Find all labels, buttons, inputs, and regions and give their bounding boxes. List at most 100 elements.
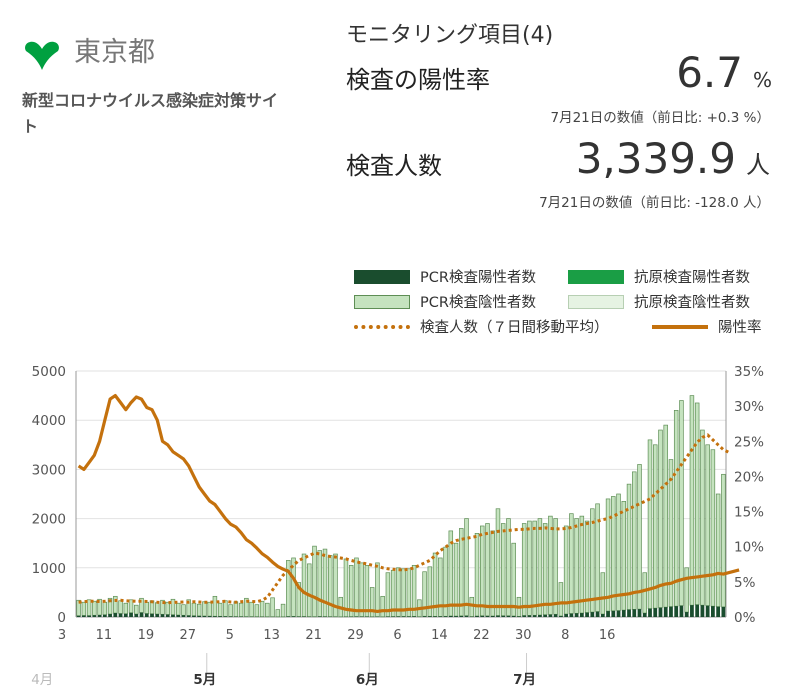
legend-antigen-positive[interactable]: 抗原検査陽性者数	[568, 266, 750, 287]
legend-label-antigen-positive: 抗原検査陽性者数	[634, 270, 750, 286]
bar-positive	[218, 616, 223, 617]
y-right-tick-label: 15%	[734, 505, 764, 521]
x-tick-label: 21	[305, 628, 322, 643]
bar-positive	[616, 610, 621, 617]
bar-negative	[611, 496, 616, 612]
bar-negative	[490, 530, 495, 617]
bar-negative	[527, 520, 532, 616]
site-subtitle: 新型コロナウイルス感染症対策サイト	[22, 91, 279, 136]
bar-negative	[694, 402, 700, 606]
bar-negative	[144, 601, 150, 614]
bar-positive	[459, 615, 464, 617]
bar-negative	[354, 557, 359, 617]
legend-positive-rate[interactable]: 陽性率	[652, 316, 762, 337]
y-left-tick-label: 0	[57, 610, 66, 626]
bar-positive	[621, 610, 626, 617]
bar-positive	[511, 616, 516, 617]
site-name[interactable]: 東京都	[74, 37, 155, 68]
bar-negative	[453, 542, 459, 617]
bar-negative	[548, 515, 553, 615]
bar-positive	[433, 616, 437, 617]
bar-negative	[679, 400, 684, 607]
bar-positive	[595, 611, 600, 617]
y-left-tick-label: 4000	[32, 413, 66, 429]
bar-negative	[385, 572, 391, 617]
month-label: 7月	[513, 672, 536, 688]
bar-positive	[123, 613, 128, 617]
bar-positive	[223, 616, 228, 617]
bar-negative	[542, 523, 548, 616]
legend-swatch-pcr-negative	[354, 294, 410, 309]
bar-negative	[521, 523, 527, 616]
bar-negative	[558, 582, 564, 617]
y-left-tick-label: 3000	[32, 462, 66, 478]
bar-negative	[500, 523, 506, 617]
bar-positive	[585, 612, 589, 617]
y-right-tick-label: 0%	[734, 610, 756, 626]
bar-negative	[605, 498, 611, 612]
bar-negative	[280, 603, 286, 618]
bar-positive	[553, 614, 558, 617]
bar-negative	[569, 513, 574, 614]
x-tick-label: 5	[226, 628, 234, 643]
legend-label-antigen-negative: 抗原検査陰性者数	[634, 295, 750, 311]
bar-negative	[223, 600, 228, 617]
bar-negative	[474, 533, 480, 617]
bar-negative	[637, 464, 642, 610]
bar-negative	[175, 602, 181, 616]
bar-negative	[579, 515, 585, 614]
bar-negative	[207, 601, 212, 617]
bar-positive	[558, 616, 563, 617]
legend-swatch-tests-7day	[354, 324, 410, 329]
bar-positive	[669, 606, 673, 617]
bar-negative	[312, 545, 317, 618]
x-tick-label: 14	[431, 628, 448, 643]
month-label: 5月	[193, 672, 216, 688]
x-tick-label: 6	[393, 628, 401, 643]
bar-negative	[364, 564, 370, 618]
bar-negative	[286, 560, 291, 617]
bar-negative	[155, 602, 160, 615]
legend-pcr-negative[interactable]: PCR検査陰性者数	[354, 291, 536, 312]
bar-positive	[438, 616, 443, 617]
bar-positive	[139, 612, 144, 617]
x-tick-label: 27	[180, 628, 197, 643]
bar-positive	[695, 604, 700, 617]
bar-negative	[322, 548, 328, 617]
y-left-tick-label: 2000	[32, 512, 66, 528]
bar-negative	[170, 598, 176, 616]
bar-positive	[637, 609, 642, 617]
bar-negative	[307, 563, 312, 618]
bar-negative	[600, 572, 606, 615]
bar-positive	[197, 615, 202, 617]
bar-positive	[213, 616, 217, 617]
bar-negative	[422, 571, 427, 617]
bar-positive	[480, 615, 485, 617]
bar-positive	[291, 616, 296, 617]
test-count-number: 3,339.9	[575, 134, 736, 183]
bar-negative	[217, 602, 223, 617]
bar-positive	[674, 606, 679, 617]
bar-positive	[574, 613, 579, 617]
legend-antigen-negative[interactable]: 抗原検査陰性者数	[568, 291, 750, 312]
y-left-tick-label: 1000	[32, 561, 66, 577]
legend-tests-7day[interactable]: 検査人数（７日間移動平均）	[354, 316, 609, 337]
legend-swatch-antigen-positive	[568, 269, 624, 284]
x-tick-label: 3	[58, 628, 66, 643]
bar-negative	[123, 602, 129, 615]
bar-positive	[87, 615, 91, 617]
bar-negative	[233, 601, 239, 617]
positive-rate-chart: 0 1000 2000 3000 4000 5000 0% 5% 10% 15% 20% 25% 30%…	[31, 364, 764, 688]
bar-negative	[700, 429, 705, 606]
bar-positive	[150, 613, 154, 617]
legend-pcr-positive[interactable]: PCR検査陽性者数	[354, 266, 536, 287]
bar-positive	[564, 614, 569, 617]
bar-positive	[401, 616, 406, 617]
bar-negative	[532, 520, 537, 616]
bar-negative	[202, 601, 207, 617]
bar-negative	[380, 595, 385, 618]
bar-negative	[459, 528, 464, 617]
bar-positive	[663, 607, 668, 617]
x-tick-label: 19	[138, 628, 155, 643]
bar-positive	[658, 607, 663, 617]
